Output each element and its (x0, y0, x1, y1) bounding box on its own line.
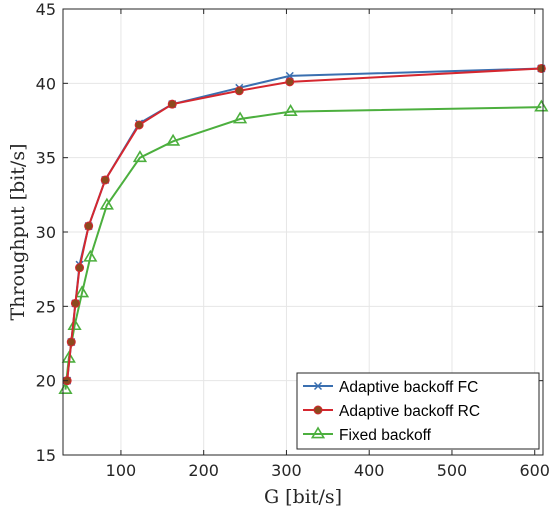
series-marker-triangle (165, 133, 181, 146)
series-line (66, 67, 542, 381)
x-tick-label: 600 (519, 461, 550, 480)
y-tick-label: 40 (36, 74, 56, 93)
series-adaptive-backoff-rc (62, 63, 546, 386)
series-marker-circle (70, 298, 80, 308)
series-marker-circle (285, 77, 295, 87)
series-marker-triangle (132, 150, 148, 163)
tick-group: 100 200 300 400 500 600 15 20 25 30 35 40 45 (36, 0, 550, 480)
series-marker-triangle (534, 99, 549, 112)
legend-label: Adaptive backoff FC (339, 379, 478, 396)
series-marker-circle (234, 86, 244, 96)
legend: Adaptive backoff FC Adaptive backoff RC Fi… (296, 372, 540, 450)
y-axis-label: Throughput [bit/s] (7, 144, 29, 321)
x-tick-label: 100 (106, 461, 137, 480)
series-marker-triangle (232, 111, 248, 124)
series-marker-circle (536, 63, 546, 73)
y-tick-label: 15 (36, 446, 56, 465)
series-marker-triangle (99, 197, 114, 210)
y-tick-label: 25 (36, 297, 56, 316)
y-tick-label: 35 (36, 149, 56, 168)
series-marker-circle (167, 99, 177, 109)
series-marker-x (313, 381, 323, 391)
x-tick-label: 300 (271, 461, 302, 480)
x-tick-label: 500 (437, 461, 468, 480)
y-tick-label: 45 (36, 0, 56, 19)
series-marker-circle (84, 221, 94, 231)
series-marker-triangle (74, 285, 90, 298)
y-tick-label: 30 (36, 223, 56, 242)
series-line (64, 106, 542, 390)
legend-entry: Adaptive backoff RC (303, 403, 480, 420)
series-adaptive-backoff-fc (63, 64, 546, 385)
x-tick-label: 400 (354, 461, 385, 480)
series-line (66, 67, 542, 381)
series-marker-circle (66, 337, 76, 347)
legend-label: Adaptive backoff RC (339, 403, 480, 420)
legend-box (296, 372, 540, 450)
series-marker-circle (75, 263, 85, 273)
series-marker-triangle (83, 249, 98, 262)
series-marker-circle (100, 175, 110, 185)
x-axis-label: G [bit/s] (264, 486, 342, 508)
legend-entry: Adaptive backoff FC (303, 379, 478, 396)
y-tick-label: 20 (36, 372, 56, 391)
legend-label: Fixed backoff (339, 427, 432, 444)
x-tick-label: 200 (188, 461, 219, 480)
series-fixed-backoff (58, 99, 549, 394)
legend-entry: Fixed backoff (303, 426, 432, 444)
series-marker-triangle (67, 318, 82, 331)
series-group (58, 63, 549, 394)
series-marker-triangle (283, 104, 298, 116)
series-marker-circle (313, 405, 323, 415)
series-marker-circle (134, 120, 144, 130)
series-marker-triangle (310, 426, 326, 439)
